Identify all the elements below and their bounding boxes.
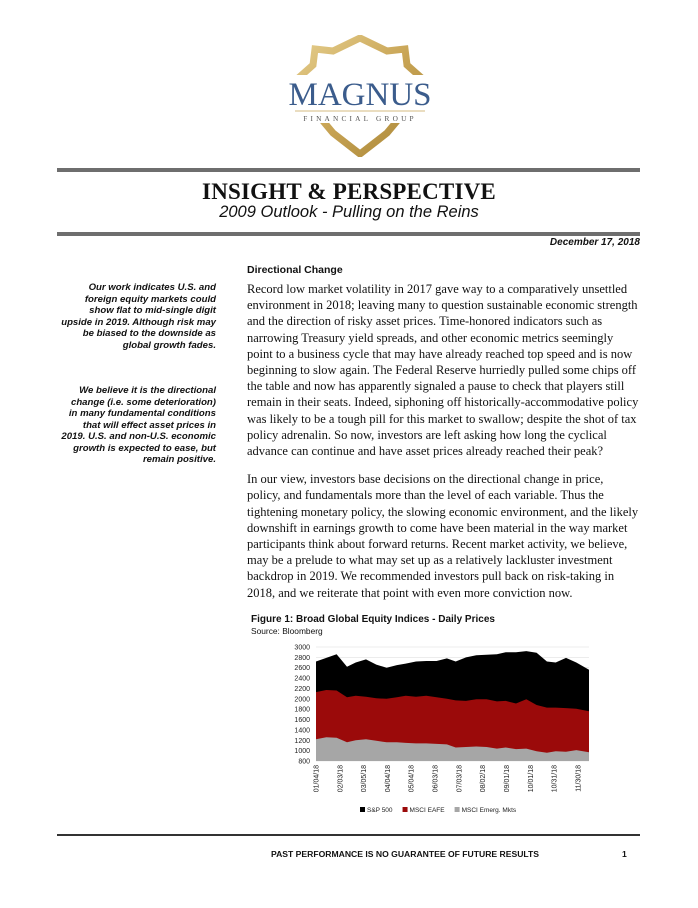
series-area-msci-emerg-mkts: [316, 737, 589, 761]
x-tick-label: 01/04/18: [314, 765, 321, 792]
x-tick-label: 06/03/18: [433, 765, 440, 792]
y-tick-label: 2800: [294, 655, 310, 662]
legend-label: S&P 500: [367, 807, 393, 814]
y-tick-label: 1800: [294, 707, 310, 714]
publication-date: December 17, 2018: [549, 237, 640, 248]
figure-title: Figure 1: Broad Global Equity Indices - …: [251, 613, 495, 625]
legend-swatch: [454, 806, 460, 812]
x-tick-label: 03/05/18: [361, 765, 368, 792]
header-top-rule: [57, 168, 640, 172]
x-tick-label: 04/04/18: [385, 765, 392, 792]
header-bottom-rule: [57, 232, 640, 236]
x-tick-label: 05/04/18: [409, 765, 416, 792]
sidebar-note: We believe it is the directional change …: [61, 385, 216, 465]
legend-label: MSCI Emerg. Mkts: [462, 807, 517, 814]
logo-wordmark: MAGNUS: [288, 77, 431, 113]
x-tick-label: 07/03/18: [456, 765, 463, 792]
x-tick-label: 11/30/18: [575, 765, 582, 792]
equity-indices-chart: 3000 2800 2600 2400 2200 2000 1800 1600 1400 1200…: [294, 644, 589, 814]
y-tick-label: 3000: [294, 644, 310, 651]
y-tick-label: 2000: [294, 696, 310, 703]
footer-disclaimer: PAST PERFORMANCE IS NO GUARANTEE OF FUTU…: [270, 849, 539, 859]
y-tick-label: 1400: [294, 727, 310, 734]
x-tick-label: 02/03/18: [337, 765, 344, 792]
y-tick-label: 1600: [294, 717, 310, 724]
body-paragraph: In our view, investors base decisions on…: [247, 472, 639, 600]
x-tick-label: 10/01/18: [528, 765, 535, 792]
page-number: 1: [622, 849, 627, 859]
legend-label: MSCI EAFE: [410, 807, 446, 814]
y-tick-label: 1000: [294, 748, 310, 755]
company-logo: MAGNUS FINANCIAL GROUP: [285, 34, 435, 159]
footer-rule: [57, 834, 640, 836]
main-content: Directional Change Record low market vol…: [247, 264, 639, 819]
body-paragraph: Record low market volatility in 2017 gav…: [247, 282, 639, 459]
y-tick-label: 2200: [294, 686, 310, 693]
y-tick-label: 2600: [294, 665, 310, 672]
section-heading: Directional Change: [247, 264, 343, 276]
legend-swatch: [360, 806, 365, 812]
x-tick-label: 09/01/18: [504, 765, 511, 792]
y-tick-label: 2400: [294, 675, 310, 682]
x-tick-label: 10/31/18: [552, 765, 559, 792]
sidebar-note: Our work indicates U.S. and foreign equi…: [61, 282, 216, 351]
x-tick-label: 08/02/18: [480, 765, 487, 792]
page-title: INSIGHT & PERSPECTIVE: [202, 179, 496, 204]
sidebar-notes: Our work indicates U.S. and foreign equi…: [60, 282, 216, 500]
logo-tagline: FINANCIAL GROUP: [303, 114, 417, 123]
page-subtitle: 2009 Outlook - Pulling on the Reins: [219, 203, 479, 221]
y-tick-label: 800: [298, 758, 310, 765]
figure-source: Source: Bloomberg: [251, 625, 323, 636]
y-tick-label: 1200: [294, 738, 310, 745]
legend-swatch: [402, 806, 408, 812]
